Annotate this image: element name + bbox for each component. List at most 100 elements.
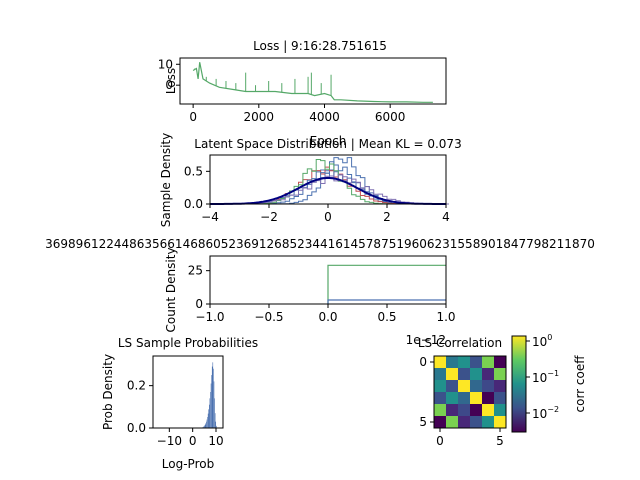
probabilities-xtick-label: 10: [208, 434, 223, 448]
correlation-xtick-label: 5: [496, 434, 504, 448]
probability-bar: [210, 383, 212, 428]
probabilities-xtick-label: −10: [157, 434, 182, 448]
correlation-axes-frame: [433, 355, 507, 429]
colorbar-ticks: 100 10−1 10−2: [526, 333, 559, 421]
probability-bar: [206, 419, 208, 428]
loss-ticks: 0 2000 4000 6000 0 10: [158, 57, 406, 124]
count-ytick-label: 25: [188, 264, 203, 278]
latent-panel: Latent Space Distribution | Mean KL = 0.…: [159, 133, 462, 227]
correlation-cells: [434, 356, 507, 429]
correlation-cell: [494, 392, 507, 405]
latent-prior-curve: [210, 176, 446, 205]
probability-bar: [215, 421, 217, 428]
correlation-cell: [470, 356, 483, 369]
latent-xtick-label: −4: [201, 210, 219, 224]
correlation-cell: [470, 368, 483, 381]
probability-bar: [204, 424, 206, 428]
count-xtick-label: 1.0: [436, 310, 455, 324]
count-panel: 3698961224486356614686052369126852344161…: [45, 237, 595, 347]
correlation-cell: [446, 404, 459, 417]
loss-xtick-label: 6000: [375, 110, 406, 124]
colorbar-tick-label: 10−2: [532, 405, 559, 421]
correlation-cell: [470, 416, 483, 429]
count-xtick-label: −1.0: [195, 310, 224, 324]
correlation-cell: [482, 416, 495, 429]
probabilities-ylabel: Prob Density: [101, 354, 115, 430]
loss-title: Loss | 9:16:28.751615: [253, 39, 387, 53]
count-step: [327, 264, 446, 304]
correlation-cell: [482, 404, 495, 417]
count-title: 3698961224486356614686052369126852344161…: [45, 237, 595, 251]
probability-bar: [203, 426, 204, 428]
probability-bar: [212, 362, 214, 428]
count-xtick-label: 0.5: [377, 310, 396, 324]
correlation-cell: [482, 368, 495, 381]
correlation-cell: [446, 368, 459, 381]
colorbar: [511, 335, 527, 433]
correlation-cell: [494, 416, 507, 429]
loss-series: [192, 62, 433, 103]
correlation-cell: [434, 404, 447, 417]
count-series: [327, 264, 446, 304]
probability-bar: [209, 398, 211, 428]
correlation-cell: [458, 356, 471, 369]
probability-bar: [209, 404, 210, 428]
loss-panel: Loss | 9:16:28.751615 0 2000 4000 6000 0 10 E…: [158, 39, 447, 148]
correlation-panel: LS Correlation 0 505 100 10−1 10−2 corr c…: [418, 333, 587, 448]
latent-ytick-label: 0.0: [184, 197, 203, 211]
latent-ytick-label: 0.5: [184, 164, 203, 178]
loss-ytick-label: 10: [158, 57, 173, 71]
correlation-cell: [434, 416, 447, 429]
correlation-cell: [446, 392, 459, 405]
latent-axes-frame: [209, 154, 447, 205]
probability-bar: [207, 416, 208, 428]
latent-histogram: [210, 159, 449, 205]
probabilities-ytick-label: 0.2: [127, 379, 146, 393]
probability-bar: [204, 425, 205, 428]
probability-bar: [213, 381, 215, 428]
probability-bar: [203, 426, 205, 428]
probability-bar: [214, 413, 216, 428]
correlation-ytick-label: 0: [419, 355, 427, 369]
probabilities-ytick-label: 0.0: [127, 421, 146, 435]
correlation-cell: [458, 404, 471, 417]
count-xtick-label: 0.0: [318, 310, 337, 324]
loss-ytick-label: 0: [165, 78, 173, 92]
loss-xtick-label: 2000: [244, 110, 275, 124]
correlation-ticks: 0 505: [419, 355, 503, 448]
correlation-cell: [494, 356, 507, 369]
correlation-cell: [494, 404, 507, 417]
correlation-xtick-label: 0: [436, 434, 444, 448]
correlation-title: LS Correlation: [418, 336, 502, 350]
probabilities-bars: [202, 362, 217, 428]
correlation-cell: [494, 368, 507, 381]
probabilities-xlabel: Log-Prob: [162, 457, 214, 471]
loss-xtick-label: 4000: [309, 110, 340, 124]
latent-xtick-label: 2: [383, 210, 391, 224]
latent-series: [210, 157, 449, 205]
correlation-ytick-label: 5: [419, 415, 427, 429]
correlation-cell: [434, 392, 447, 405]
loss-xlabel: Epoch: [310, 134, 347, 148]
loss-line: [192, 62, 433, 103]
correlation-cell: [434, 368, 447, 381]
probability-bar: [208, 409, 210, 428]
correlation-cell: [470, 380, 483, 393]
correlation-cell: [482, 392, 495, 405]
probability-bar: [211, 375, 212, 428]
correlation-cell: [470, 404, 483, 417]
correlation-cell: [494, 380, 507, 393]
colorbar-tick-label: 100: [532, 333, 552, 349]
correlation-cell: [482, 380, 495, 393]
colorbar-label: corr coeff: [573, 355, 587, 413]
probability-bar: [205, 423, 207, 428]
probability-bar: [214, 398, 215, 428]
count-xtick-label: −0.5: [254, 310, 283, 324]
latent-xtick-label: 4: [442, 210, 450, 224]
correlation-cell: [446, 356, 459, 369]
latent-title: Latent Space Distribution | Mean KL = 0.…: [194, 137, 461, 151]
count-ylabel: Count Density: [164, 247, 178, 332]
latent-xtick-label: 0: [324, 210, 332, 224]
probability-bar: [206, 421, 207, 428]
